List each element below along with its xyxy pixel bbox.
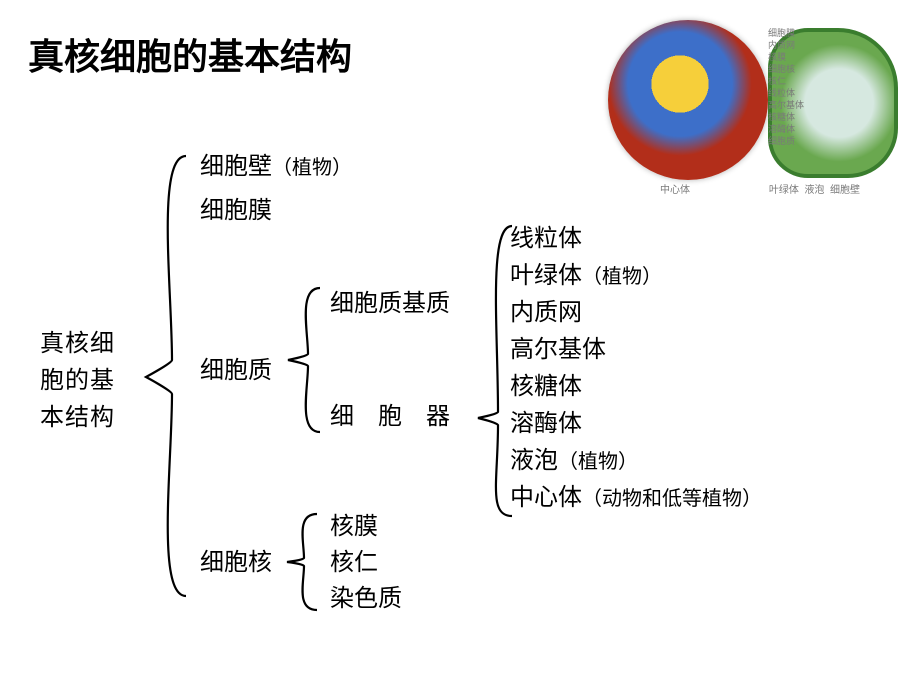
cytoplasm-organelle: 细 胞 器 — [330, 398, 450, 435]
root-line: 本结构 — [40, 404, 115, 431]
img-caption-left: 中心体 — [660, 181, 690, 196]
bracket-cytoplasm — [280, 282, 325, 437]
lvl1-cytoplasm: 细胞质 — [200, 352, 272, 389]
cytoplasm-matrix: 细胞质基质 — [330, 285, 450, 322]
nucleus-nucleolus: 核仁 — [330, 544, 378, 581]
bracket-root — [136, 150, 191, 600]
img-label: 细胞质 — [768, 134, 795, 147]
lvl1-cell-wall: 细胞壁（植物） — [200, 148, 352, 185]
nucleus-membrane: 核膜 — [330, 508, 378, 545]
lvl1-cell-membrane: 细胞膜 — [200, 192, 272, 229]
nucleus-chromatin: 染色质 — [330, 580, 402, 617]
org-golgi: 高尔基体 — [510, 331, 606, 368]
org-ribosome: 核糖体 — [510, 368, 582, 405]
lvl1-nucleus: 细胞核 — [200, 544, 272, 581]
page-title: 真核细胞的基本结构 — [28, 28, 352, 80]
org-mitochondria: 线粒体 — [510, 220, 582, 257]
root-line: 胞的基 — [40, 367, 115, 394]
org-er: 内质网 — [510, 294, 582, 331]
org-vacuole: 液泡（植物） — [510, 442, 638, 479]
animal-cell-shape — [608, 20, 768, 180]
img-caption-right: 叶绿体 液泡 细胞壁 — [769, 181, 860, 196]
bracket-nucleus — [280, 508, 322, 616]
org-centrosome: 中心体（动物和低等植物） — [510, 479, 762, 516]
org-chloroplast: 叶绿体（植物） — [510, 257, 662, 294]
root-label: 真核细 胞的基 本结构 — [40, 325, 130, 437]
cell-diagram: 细胞膜 内质网 核膜 细胞核 核仁 线粒体 高尔基体 核糖体 溶酶体 细胞质 中… — [598, 8, 908, 198]
root-line: 真核细 — [40, 330, 115, 357]
org-lysosome: 溶酶体 — [510, 405, 582, 442]
